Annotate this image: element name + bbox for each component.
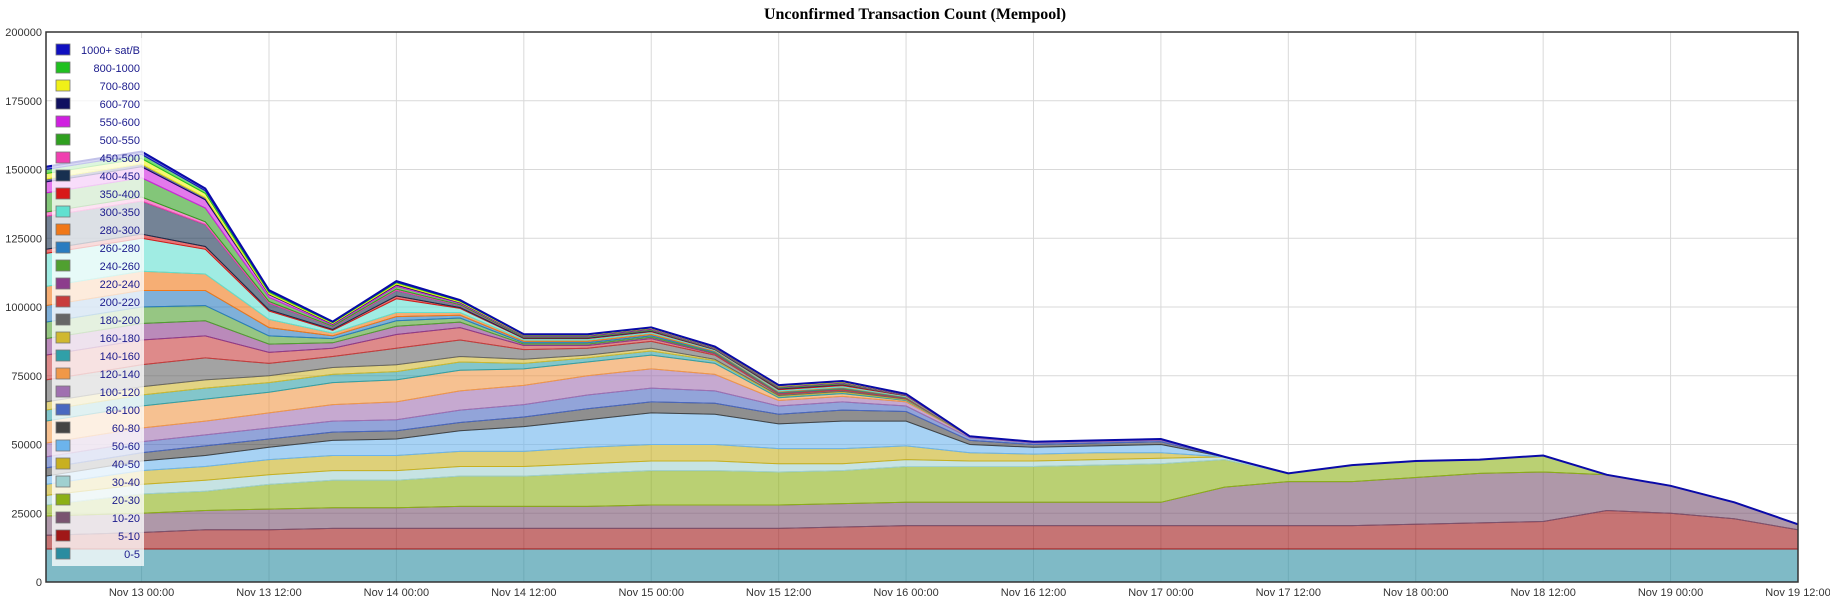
legend-swatch — [55, 403, 71, 416]
legend-label: 80-100 — [106, 405, 140, 417]
total-line — [45, 150, 1799, 526]
legend-swatch — [55, 205, 71, 218]
legend-swatch — [55, 313, 71, 326]
legend-swatch — [55, 457, 71, 470]
legend-label: 1000+ sat/B — [81, 45, 140, 57]
legend-label: 240-260 — [100, 261, 140, 273]
x-tick-label: Nov 19 12:00 — [1765, 587, 1830, 599]
legend-label: 30-40 — [112, 477, 140, 489]
x-tick-label: Nov 16 00:00 — [873, 587, 938, 599]
legend-label: 700-800 — [100, 81, 140, 93]
legend-label: 10-20 — [112, 513, 140, 525]
x-tick-label: Nov 18 12:00 — [1510, 587, 1575, 599]
legend-swatch — [55, 61, 71, 74]
legend-swatch — [55, 421, 71, 434]
x-tick-label: Nov 19 00:00 — [1638, 587, 1703, 599]
y-tick-label: 150000 — [5, 165, 42, 177]
legend-label: 60-80 — [112, 423, 140, 435]
legend-swatch — [55, 493, 71, 506]
legend-swatch — [55, 349, 71, 362]
legend-label: 40-50 — [112, 459, 140, 471]
legend-label: 160-180 — [100, 333, 140, 345]
legend-swatch — [55, 475, 71, 488]
legend-swatch — [55, 511, 71, 524]
legend-label: 5-10 — [118, 531, 140, 543]
area-series-0-5 — [45, 548, 1799, 583]
legend-layer: 1000+ sat/B 800-1000 700-800 600-700 550-600… — [52, 38, 144, 566]
x-tick-label: Nov 15 00:00 — [619, 587, 684, 599]
legend-swatch — [55, 241, 71, 254]
legend-label: 100-120 — [100, 387, 140, 399]
legend-swatch — [55, 529, 71, 542]
x-tick-label: Nov 16 12:00 — [1001, 587, 1066, 599]
x-tick-label: Nov 17 12:00 — [1256, 587, 1321, 599]
legend-label: 120-140 — [100, 369, 140, 381]
x-tick-label: Nov 14 00:00 — [364, 587, 429, 599]
legend-label: 350-400 — [100, 189, 140, 201]
legend-swatch — [55, 187, 71, 200]
legend-label: 200-220 — [100, 297, 140, 309]
x-tick-label: Nov 13 00:00 — [109, 587, 174, 599]
area-layer — [45, 150, 1799, 583]
legend-swatch — [55, 151, 71, 164]
legend-swatch — [55, 43, 71, 56]
legend-label: 50-60 — [112, 441, 140, 453]
y-tick-label: 125000 — [5, 233, 42, 245]
legend-swatch — [55, 367, 71, 380]
y-tick-label: 50000 — [11, 440, 42, 452]
x-tick-label: Nov 17 00:00 — [1128, 587, 1193, 599]
x-tick-label: Nov 13 12:00 — [236, 587, 301, 599]
legend-swatch — [55, 115, 71, 128]
y-tick-label: 175000 — [5, 96, 42, 108]
legend-swatch — [55, 385, 71, 398]
legend-swatch — [55, 295, 71, 308]
legend-label: 600-700 — [100, 99, 140, 111]
legend-label: 0-5 — [124, 549, 140, 561]
chart-title: Unconfirmed Transaction Count (Mempool) — [763, 6, 1067, 23]
legend-label: 220-240 — [100, 279, 140, 291]
legend-swatch — [55, 259, 71, 272]
y-tick-label: 100000 — [5, 302, 42, 314]
legend-swatch — [55, 97, 71, 110]
y-tick-label: 75000 — [11, 371, 42, 383]
legend-label: 180-200 — [100, 315, 140, 327]
legend-swatch — [55, 169, 71, 182]
legend-label: 500-550 — [100, 135, 140, 147]
legend-swatch — [55, 79, 71, 92]
legend-swatch — [55, 277, 71, 290]
plot-frame — [45, 31, 1799, 583]
legend-label: 260-280 — [100, 243, 140, 255]
legend-label: 300-350 — [100, 207, 140, 219]
legend-label: 550-600 — [100, 117, 140, 129]
legend-swatch — [55, 133, 71, 146]
legend-swatch — [55, 547, 71, 560]
legend-label: 450-500 — [100, 153, 140, 165]
y-tick-label: 25000 — [11, 508, 42, 520]
legend-swatch — [55, 331, 71, 344]
y-tick-label: 0 — [36, 577, 42, 589]
y-tick-label: 200000 — [5, 27, 42, 39]
legend-label: 400-450 — [100, 171, 140, 183]
legend-label: 800-1000 — [94, 63, 141, 75]
x-tick-label: Nov 18 00:00 — [1383, 587, 1448, 599]
x-tick-label: Nov 15 12:00 — [746, 587, 811, 599]
legend-label: 20-30 — [112, 495, 140, 507]
legend-label: 140-160 — [100, 351, 140, 363]
axis-layer: 0 25000 50000 75000 100000 125000 150000 175000… — [5, 27, 1830, 599]
legend-swatch — [55, 439, 71, 452]
legend-swatch — [55, 223, 71, 236]
legend-label: 280-300 — [100, 225, 140, 237]
x-tick-label: Nov 14 12:00 — [491, 587, 556, 599]
